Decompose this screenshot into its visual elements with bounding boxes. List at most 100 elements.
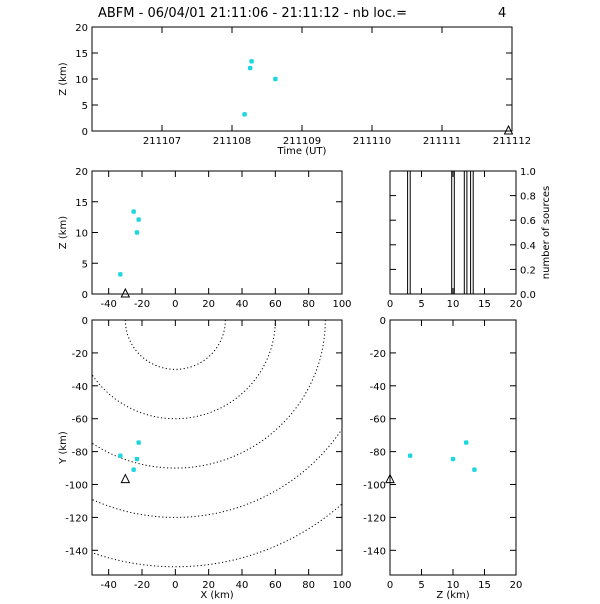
x-tick-label: 211108 (213, 136, 251, 147)
source-point (118, 272, 123, 277)
source-point (450, 456, 456, 462)
plan-view-panel: -40 -20 0 20 40 60 80 100 -140 -120 -100 -80 -60 -40 -… (58, 316, 352, 601)
location-count: 4 (498, 6, 506, 21)
source-point (134, 456, 140, 462)
x-axis-title: X (km) (200, 590, 233, 600)
source-point (136, 217, 141, 222)
station-triangle-icon (385, 473, 395, 484)
y-tick-label: -100 (363, 481, 386, 492)
source-point (248, 65, 253, 71)
x-tick-label: 211109 (283, 136, 321, 147)
x-tick-label: -20 (134, 299, 150, 310)
y-tick-label: 0 (82, 316, 88, 327)
x-tick-label: 20 (202, 580, 215, 591)
x-tick-label: 100 (332, 299, 351, 310)
y-tick-label: 0.0 (520, 290, 536, 301)
x-tick-label: 60 (269, 580, 282, 591)
y-tick-label: 0 (82, 127, 88, 138)
y-tick-label: -140 (65, 546, 88, 557)
y-tick-label: -20 (370, 349, 386, 360)
x-tick-label: 10 (447, 580, 460, 591)
y-axis-title: number of sources (541, 186, 552, 279)
plot-frame (389, 319, 517, 576)
x-tick-label: 20 (510, 299, 523, 310)
source-point (131, 209, 136, 214)
y-tick-label: 1.0 (520, 167, 536, 178)
y-tick-label: -140 (363, 546, 386, 557)
range-ring (92, 320, 326, 469)
x-tick-label: 80 (302, 580, 315, 591)
y-tick-label: -20 (72, 349, 88, 360)
y-tick-label: 0 (82, 290, 88, 301)
y-tick-label: 0 (380, 316, 386, 327)
y-tick-label: 0.4 (520, 241, 536, 252)
y-tick-label: -80 (370, 448, 386, 459)
source-point (464, 440, 469, 445)
plot-frame (91, 319, 343, 576)
x-tick-label: 5 (418, 580, 424, 591)
x-tick-label: -20 (134, 580, 150, 591)
plot-frame (389, 170, 517, 295)
x-tick-label: 15 (478, 299, 491, 310)
x-tick-label: -40 (100, 299, 116, 310)
source-point (118, 453, 123, 458)
x-tick-label: 0 (387, 580, 393, 591)
source-point (273, 76, 278, 82)
source-point (131, 467, 136, 472)
y-axis-title: Y (km) (58, 431, 69, 465)
x-tick-label: 40 (236, 299, 249, 310)
x-tick-label: 40 (236, 580, 249, 591)
source-point (472, 467, 477, 472)
y-tick-label: -120 (65, 513, 88, 524)
y-axis-title: Z (km) (58, 62, 69, 95)
y-tick-label: -60 (370, 415, 386, 426)
plot-frame (91, 170, 343, 295)
y-tick-label: 20 (75, 167, 88, 178)
x-tick-label: 211112 (493, 136, 531, 147)
x-tick-label: 20 (202, 299, 215, 310)
y-axis-title: Z (km) (58, 216, 69, 249)
x-tick-label: 15 (478, 580, 491, 591)
y-tick-label: 0.6 (520, 216, 536, 227)
height-y-panel: 0 5 10 15 20 -140 -120 -100 -80 -60 -40 -20 0 Z (km) (363, 316, 523, 601)
source-point (249, 59, 254, 64)
source-point (242, 112, 247, 117)
y-tick-label: 15 (75, 198, 88, 209)
y-tick-label: -100 (65, 481, 88, 492)
source-point (136, 440, 141, 445)
x-axis-title: Z (km) (436, 590, 469, 600)
y-tick-label: 20 (75, 23, 88, 34)
x-height-panel: -40 -20 0 20 40 60 80 100 0 5 10 15 20 Z (km) (58, 167, 352, 310)
figure-title: ABFM - 06/04/01 21:11:06 - 21:11:12 - nb… (98, 6, 407, 21)
station-triangle-icon (503, 124, 514, 135)
range-ring (92, 320, 276, 420)
y-tick-label: -40 (370, 382, 386, 393)
y-tick-label: 0.8 (520, 192, 536, 203)
x-tick-label: 80 (302, 299, 315, 310)
time-height-panel: 211107 211108 211109 211110 211111 211112 0 5 10… (58, 23, 531, 157)
station-triangle-icon (120, 473, 131, 484)
y-tick-label: 5 (82, 101, 88, 112)
y-tick-label: -120 (363, 513, 386, 524)
y-tick-label: 10 (75, 229, 88, 240)
x-tick-label: 20 (510, 580, 523, 591)
x-tick-label: 100 (332, 580, 351, 591)
y-tick-label: -60 (72, 415, 88, 426)
x-tick-label: 0 (387, 299, 393, 310)
station-triangle-icon (120, 287, 131, 298)
plot-frame (91, 26, 513, 132)
x-tick-label: 0 (172, 580, 178, 591)
x-tick-label: 211107 (143, 136, 181, 147)
y-tick-label: -80 (72, 448, 88, 459)
y-tick-label: 10 (75, 75, 88, 86)
x-tick-label: 10 (447, 299, 460, 310)
x-axis-title: Time (UT) (277, 146, 327, 157)
y-tick-label: 0.2 (520, 265, 536, 276)
x-tick-label: 211111 (423, 136, 461, 147)
plot-panels: 211107 211108 211109 211110 211111 211112 0 5 10… (58, 23, 552, 601)
source-point (407, 453, 413, 458)
y-tick-label: 15 (75, 49, 88, 60)
x-tick-label: 0 (172, 299, 178, 310)
